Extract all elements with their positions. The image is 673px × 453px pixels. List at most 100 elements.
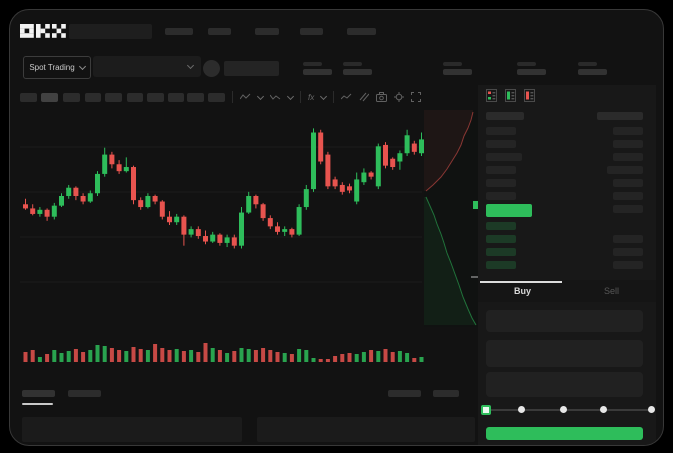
ask-row-amount[interactable] bbox=[613, 140, 643, 148]
ask-row-price[interactable] bbox=[486, 140, 516, 148]
nav-item[interactable] bbox=[300, 28, 323, 35]
interval-button[interactable] bbox=[105, 93, 122, 102]
slider-stop[interactable] bbox=[600, 406, 607, 413]
candle-body bbox=[217, 234, 223, 243]
gear-settings-icon[interactable] bbox=[394, 92, 405, 102]
ask-row-price[interactable] bbox=[486, 192, 516, 200]
volume-bar bbox=[196, 352, 201, 362]
volume-bar bbox=[397, 351, 402, 362]
indicators-selector[interactable]: fx bbox=[308, 92, 328, 102]
ask-row-price[interactable] bbox=[486, 166, 516, 174]
buy-sell-tab-row bbox=[478, 280, 656, 302]
candle-type-selector[interactable] bbox=[240, 92, 265, 101]
bid-row-amount[interactable] bbox=[613, 235, 643, 243]
volume-bar bbox=[45, 354, 50, 362]
candle-body bbox=[30, 208, 36, 214]
bid-row-price[interactable] bbox=[486, 248, 516, 256]
bid-row-price[interactable] bbox=[486, 222, 516, 230]
candle-body bbox=[188, 229, 194, 235]
volume-bar bbox=[289, 354, 294, 362]
candlestick-chart[interactable] bbox=[9, 9, 480, 446]
candle-body bbox=[37, 209, 43, 214]
volume-bar bbox=[383, 349, 388, 362]
ask-row-amount[interactable] bbox=[613, 153, 643, 161]
nav-item[interactable] bbox=[165, 28, 193, 35]
stat-label bbox=[303, 62, 322, 66]
slider-stop[interactable] bbox=[648, 406, 655, 413]
chart-tab[interactable] bbox=[68, 390, 101, 397]
candle-body bbox=[231, 237, 237, 246]
candle-body bbox=[80, 196, 86, 202]
buy-submit-button[interactable] bbox=[486, 427, 643, 440]
ask-row-price[interactable] bbox=[486, 127, 516, 135]
stat-value bbox=[343, 69, 372, 75]
drawing-tools-icon[interactable] bbox=[359, 92, 370, 102]
total-field[interactable] bbox=[486, 372, 643, 397]
okx-logo bbox=[20, 24, 66, 38]
amount-slider-track[interactable] bbox=[489, 409, 651, 411]
pair-stat-placeholder bbox=[224, 61, 279, 76]
ask-row-amount[interactable] bbox=[613, 127, 643, 135]
candle-body bbox=[390, 158, 396, 168]
bid-row-amount[interactable] bbox=[613, 248, 643, 256]
wave-icon bbox=[270, 94, 281, 100]
wave-icon bbox=[240, 93, 251, 100]
interval-button[interactable] bbox=[127, 93, 143, 102]
orderbook-buy-view-icon[interactable] bbox=[505, 89, 516, 102]
nav-item[interactable] bbox=[347, 28, 376, 35]
stat-label bbox=[517, 62, 536, 66]
market-type-selector[interactable]: Spot Trading bbox=[23, 56, 91, 79]
bid-row-price[interactable] bbox=[486, 235, 516, 243]
orderbook-combined-view-icon[interactable] bbox=[486, 89, 497, 102]
nav-item[interactable] bbox=[255, 28, 279, 35]
amount-field[interactable] bbox=[486, 340, 643, 367]
interval-button[interactable] bbox=[208, 93, 225, 102]
orderbook-sell-view-icon[interactable] bbox=[524, 89, 535, 102]
toolbar-divider bbox=[232, 91, 233, 103]
bid-row-amount[interactable] bbox=[613, 205, 643, 213]
camera-snapshot-icon[interactable] bbox=[376, 92, 388, 102]
pair-selector-dropdown[interactable] bbox=[93, 56, 201, 77]
line-chart-icon[interactable] bbox=[341, 93, 352, 101]
interval-button[interactable] bbox=[187, 93, 204, 102]
candle-body bbox=[289, 229, 295, 235]
slider-stop[interactable] bbox=[560, 406, 567, 413]
nav-item[interactable] bbox=[208, 28, 231, 35]
candle-body bbox=[66, 187, 72, 196]
fullscreen-expand-icon[interactable] bbox=[411, 92, 422, 102]
interval-button[interactable] bbox=[20, 93, 37, 102]
volume-bar bbox=[297, 349, 302, 362]
last-price-badge[interactable] bbox=[486, 204, 532, 217]
bid-row-price[interactable] bbox=[486, 261, 516, 269]
bid-row-amount[interactable] bbox=[613, 261, 643, 269]
depth-panel-background bbox=[424, 110, 478, 327]
tab-buy[interactable]: Buy bbox=[513, 286, 531, 296]
interval-button[interactable] bbox=[85, 93, 101, 102]
price-field[interactable] bbox=[486, 310, 643, 332]
interval-button[interactable] bbox=[168, 93, 184, 102]
candle-body bbox=[44, 209, 50, 217]
candle-body bbox=[267, 218, 273, 227]
volume-bar bbox=[275, 352, 280, 362]
active-tab-underline bbox=[480, 281, 562, 283]
candle-body bbox=[318, 132, 324, 162]
chart-tab-active[interactable] bbox=[22, 390, 55, 397]
ask-row-price[interactable] bbox=[486, 153, 522, 161]
slider-handle[interactable] bbox=[481, 405, 491, 415]
interval-button[interactable] bbox=[147, 93, 164, 102]
ask-row-amount[interactable] bbox=[613, 179, 643, 187]
candle-body bbox=[332, 179, 338, 187]
overlay-selector[interactable] bbox=[270, 92, 295, 101]
candle-body bbox=[167, 216, 172, 223]
interval-button-active[interactable] bbox=[41, 93, 58, 102]
toolbar-divider bbox=[300, 91, 301, 103]
tab-sell[interactable]: Sell bbox=[603, 286, 619, 296]
ask-row-amount[interactable] bbox=[607, 166, 643, 174]
ask-row-price[interactable] bbox=[486, 179, 516, 187]
ask-row-amount[interactable] bbox=[613, 192, 643, 200]
candle-body bbox=[116, 164, 122, 172]
volume-bar bbox=[412, 358, 417, 362]
axis-placeholder bbox=[388, 390, 421, 397]
interval-button[interactable] bbox=[63, 93, 80, 102]
slider-stop[interactable] bbox=[518, 406, 525, 413]
